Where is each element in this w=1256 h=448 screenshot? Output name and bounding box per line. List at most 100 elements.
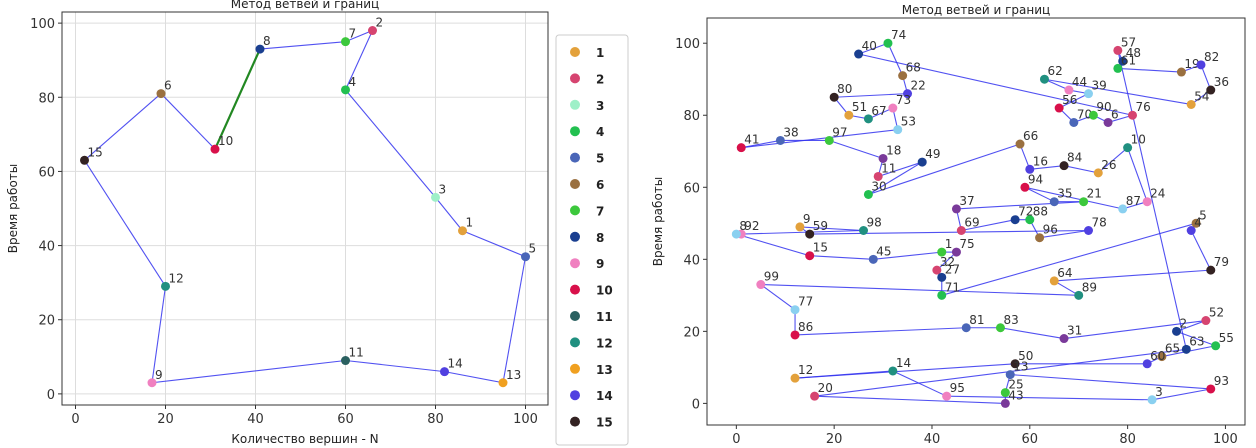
route-edge bbox=[878, 161, 923, 178]
x-tick-label: 60 bbox=[337, 412, 354, 427]
point bbox=[1113, 45, 1123, 55]
point-label: 84 bbox=[1067, 151, 1082, 165]
point bbox=[1000, 388, 1010, 398]
point bbox=[1064, 85, 1074, 95]
route-edge bbox=[1029, 165, 1065, 170]
point-label: 98 bbox=[867, 216, 882, 230]
point-label: 65 bbox=[1165, 342, 1180, 356]
x-tick-label: 40 bbox=[247, 412, 264, 427]
point-label: 6 bbox=[1111, 107, 1119, 121]
point-label: 3 bbox=[1155, 385, 1163, 399]
point bbox=[1025, 215, 1035, 225]
y-tick-label: 20 bbox=[38, 314, 55, 329]
point bbox=[80, 155, 89, 165]
point-label: 21 bbox=[1087, 187, 1102, 201]
point-label: 79 bbox=[1214, 255, 1229, 269]
point bbox=[844, 110, 854, 120]
x-tick-label: 80 bbox=[1119, 432, 1136, 447]
route-edge bbox=[1117, 67, 1182, 73]
point-label: 20 bbox=[818, 381, 833, 395]
point-label: 6 bbox=[164, 79, 172, 93]
route-edge bbox=[887, 42, 904, 76]
point bbox=[878, 153, 888, 163]
point-label: 97 bbox=[832, 125, 847, 139]
legend-label: 12 bbox=[596, 336, 613, 350]
x-tick-label: 20 bbox=[826, 432, 843, 447]
legend-label: 15 bbox=[596, 416, 613, 430]
route-edge bbox=[345, 30, 373, 43]
point-label: 49 bbox=[925, 147, 940, 161]
point-label: 50 bbox=[1018, 349, 1033, 363]
point bbox=[961, 323, 971, 333]
point-label: 12 bbox=[169, 271, 184, 285]
point-label: 5 bbox=[529, 242, 537, 256]
route-edge bbox=[1063, 320, 1206, 340]
point bbox=[790, 373, 800, 383]
route-edge bbox=[435, 197, 463, 232]
legend-label: 10 bbox=[596, 284, 613, 298]
point bbox=[1049, 276, 1059, 286]
route-edge bbox=[1117, 50, 1187, 350]
point-label: 76 bbox=[1136, 100, 1151, 114]
point-label: 27 bbox=[945, 262, 960, 276]
route-edge bbox=[1039, 229, 1089, 239]
point-label: 2 bbox=[376, 16, 384, 30]
point-label: 52 bbox=[1209, 306, 1224, 320]
y-tick-label: 60 bbox=[683, 181, 700, 196]
route-edge bbox=[741, 129, 898, 149]
y-axis-label: Время работы bbox=[651, 177, 665, 267]
point bbox=[1069, 117, 1079, 127]
point-label: 48 bbox=[1126, 46, 1141, 60]
route-edge bbox=[1024, 186, 1123, 210]
point-label: 93 bbox=[1214, 374, 1229, 388]
point bbox=[795, 222, 805, 232]
route-edge bbox=[873, 251, 942, 260]
point-label: 4 bbox=[349, 75, 357, 89]
point bbox=[1142, 359, 1152, 369]
route-edge bbox=[1054, 269, 1211, 282]
point bbox=[775, 135, 785, 145]
legend-marker bbox=[570, 179, 580, 189]
legend-label: 8 bbox=[596, 231, 604, 245]
plot-frame bbox=[706, 17, 1246, 426]
point-label: 45 bbox=[876, 244, 891, 258]
route-edge bbox=[345, 359, 445, 373]
route-edge bbox=[1044, 78, 1192, 105]
point bbox=[341, 356, 350, 366]
legend-label: 13 bbox=[596, 363, 613, 377]
point-label: 10 bbox=[1131, 133, 1146, 147]
x-tick-label: 80 bbox=[427, 412, 444, 427]
point bbox=[1186, 99, 1196, 109]
point-label: 44 bbox=[1072, 75, 1087, 89]
route-edge bbox=[1053, 280, 1079, 296]
y-tick-label: 40 bbox=[38, 240, 55, 255]
y-tick-label: 20 bbox=[683, 325, 700, 340]
point bbox=[1020, 182, 1030, 192]
plot-frame bbox=[61, 11, 549, 406]
point bbox=[859, 226, 869, 236]
point bbox=[1186, 226, 1196, 236]
legend-label: 7 bbox=[596, 204, 604, 218]
point-label: 36 bbox=[1214, 75, 1229, 89]
legend-label: 1 bbox=[596, 46, 604, 60]
point bbox=[1118, 204, 1128, 214]
point-label: 68 bbox=[906, 61, 921, 75]
point bbox=[210, 144, 220, 154]
route-edge bbox=[809, 229, 1089, 235]
point-label: 56 bbox=[1062, 93, 1077, 107]
point-label: 26 bbox=[1101, 158, 1116, 172]
point bbox=[805, 229, 815, 239]
point-label: 19 bbox=[1184, 57, 1199, 71]
route-edge bbox=[941, 222, 1197, 296]
point bbox=[903, 89, 913, 99]
x-tick-label: 40 bbox=[924, 432, 941, 447]
point-label: 80 bbox=[837, 82, 852, 96]
point-label: 63 bbox=[1189, 334, 1204, 348]
point-label: 3 bbox=[439, 182, 447, 196]
point-label: 92 bbox=[744, 219, 759, 233]
point-label: 75 bbox=[959, 237, 974, 251]
point-label: 8 bbox=[263, 34, 271, 48]
point-label: 2 bbox=[1180, 316, 1188, 330]
point-label: 15 bbox=[813, 241, 828, 255]
